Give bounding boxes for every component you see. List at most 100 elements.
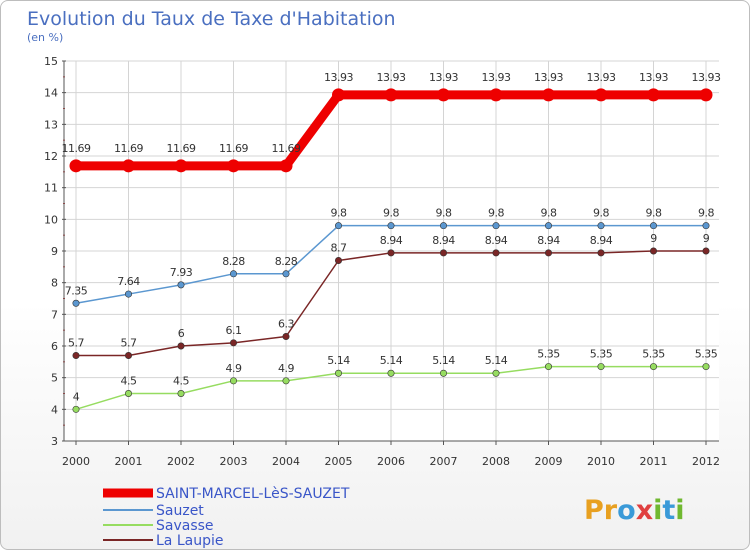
data-point: [544, 363, 552, 371]
x-tick-label: 2004: [272, 455, 300, 468]
data-point: [437, 88, 450, 102]
data-point: [230, 270, 238, 278]
data-label: 9.8: [488, 207, 504, 220]
data-label: 8.28: [275, 255, 298, 268]
data-labels: 11.69 11.69 11.69 11.69 11.69 13.93 13.93 13.93…: [62, 71, 722, 403]
data-point: [334, 222, 342, 230]
x-tick-label: 2005: [325, 455, 353, 468]
y-tick-label: 5: [51, 372, 58, 385]
data-point: [702, 247, 710, 255]
logo-text: Proxiti: [584, 495, 685, 526]
data-label: 9: [650, 232, 657, 245]
chart-title: Evolution du Taux de Taxe d'Habitation: [27, 8, 396, 30]
data-point: [177, 281, 185, 289]
x-tick-label: 2006: [377, 455, 405, 468]
y-tick-label: 10: [44, 213, 58, 226]
y-tick-label: 7: [51, 308, 58, 321]
data-point: [647, 88, 660, 102]
data-point: [439, 222, 447, 230]
data-label: 8.7: [331, 242, 347, 255]
data-label: 11.69: [62, 142, 91, 155]
data-label: 11.69: [272, 142, 301, 155]
data-point: [282, 377, 290, 385]
data-point: [177, 389, 185, 397]
data-label: 8.94: [380, 234, 403, 247]
data-label: 6.1: [226, 324, 242, 337]
data-label: 9.8: [331, 207, 347, 220]
data-point: [72, 351, 80, 359]
data-point: [387, 369, 395, 377]
data-point: [597, 363, 605, 371]
data-point: [125, 290, 133, 298]
data-point: [649, 247, 657, 255]
legend-label: Savasse: [156, 518, 214, 534]
chart-subtitle: (en %): [27, 31, 63, 44]
data-point: [489, 88, 503, 102]
data-label: 5.35: [537, 348, 560, 361]
data-point: [230, 377, 238, 385]
proxiti-logo: Proxiti: [584, 495, 685, 526]
data-point: [492, 249, 500, 257]
data-point: [594, 88, 608, 102]
x-tick-label: 2012: [692, 455, 720, 468]
data-label: 9: [703, 232, 710, 245]
data-label: 8.94: [432, 234, 455, 247]
data-point: [174, 159, 188, 173]
data-point: [702, 222, 710, 230]
legend-label: Sauzet: [156, 503, 204, 519]
data-label: 8.94: [485, 234, 508, 247]
x-tick-label: 2008: [482, 455, 510, 468]
data-point: [699, 88, 713, 102]
data-label: 5.35: [695, 348, 718, 361]
data-label: 11.69: [167, 142, 196, 155]
data-point: [125, 351, 133, 359]
data-label: 11.69: [114, 142, 143, 155]
data-point: [702, 363, 710, 371]
data-label: 5.7: [68, 337, 84, 350]
y-tick-label: 9: [51, 245, 58, 258]
data-label: 13.93: [324, 71, 353, 84]
legend-label: SAINT-MARCEL-LèS-SAUZET: [156, 486, 350, 502]
logo-letter: o: [617, 495, 636, 526]
data-label: 4.5: [121, 375, 137, 388]
data-label: 9.8: [593, 207, 609, 220]
data-label: 13.93: [692, 71, 721, 84]
data-label: 7.35: [65, 284, 88, 297]
data-label: 4.9: [226, 362, 242, 375]
x-tick-label: 2010: [587, 455, 615, 468]
data-point: [384, 88, 398, 102]
data-label: 7.93: [170, 266, 193, 279]
logo-letter: P: [584, 495, 604, 526]
data-point: [177, 342, 185, 350]
x-tick-label: 2007: [430, 455, 458, 468]
data-point: [492, 369, 500, 377]
y-tick-label: 8: [51, 277, 58, 290]
x-tick-label: 2000: [62, 455, 90, 468]
y-tick-label: 6: [51, 340, 58, 353]
data-label: 11.69: [219, 142, 248, 155]
data-point: [230, 339, 238, 347]
logo-letter: t: [662, 495, 675, 526]
data-point: [492, 222, 500, 230]
x-tick-label: 2002: [167, 455, 195, 468]
data-point: [544, 222, 552, 230]
data-label: 6.3: [278, 318, 294, 331]
data-label: 13.93: [482, 71, 511, 84]
data-label: 13.93: [587, 71, 616, 84]
y-tick-label: 3: [51, 435, 58, 448]
data-label: 8.28: [222, 255, 245, 268]
data-point: [332, 88, 345, 102]
y-tick-label: 11: [44, 182, 58, 195]
data-point: [649, 222, 657, 230]
grid: [64, 60, 719, 442]
data-label: 4.5: [173, 375, 189, 388]
data-label: 9.8: [646, 207, 662, 220]
y-tick-label: 12: [44, 150, 58, 163]
data-label: 8.94: [590, 234, 613, 247]
data-point: [282, 270, 290, 278]
data-label: 7.64: [117, 275, 140, 288]
data-label: 4.9: [278, 362, 294, 375]
data-label: 5.35: [590, 348, 613, 361]
